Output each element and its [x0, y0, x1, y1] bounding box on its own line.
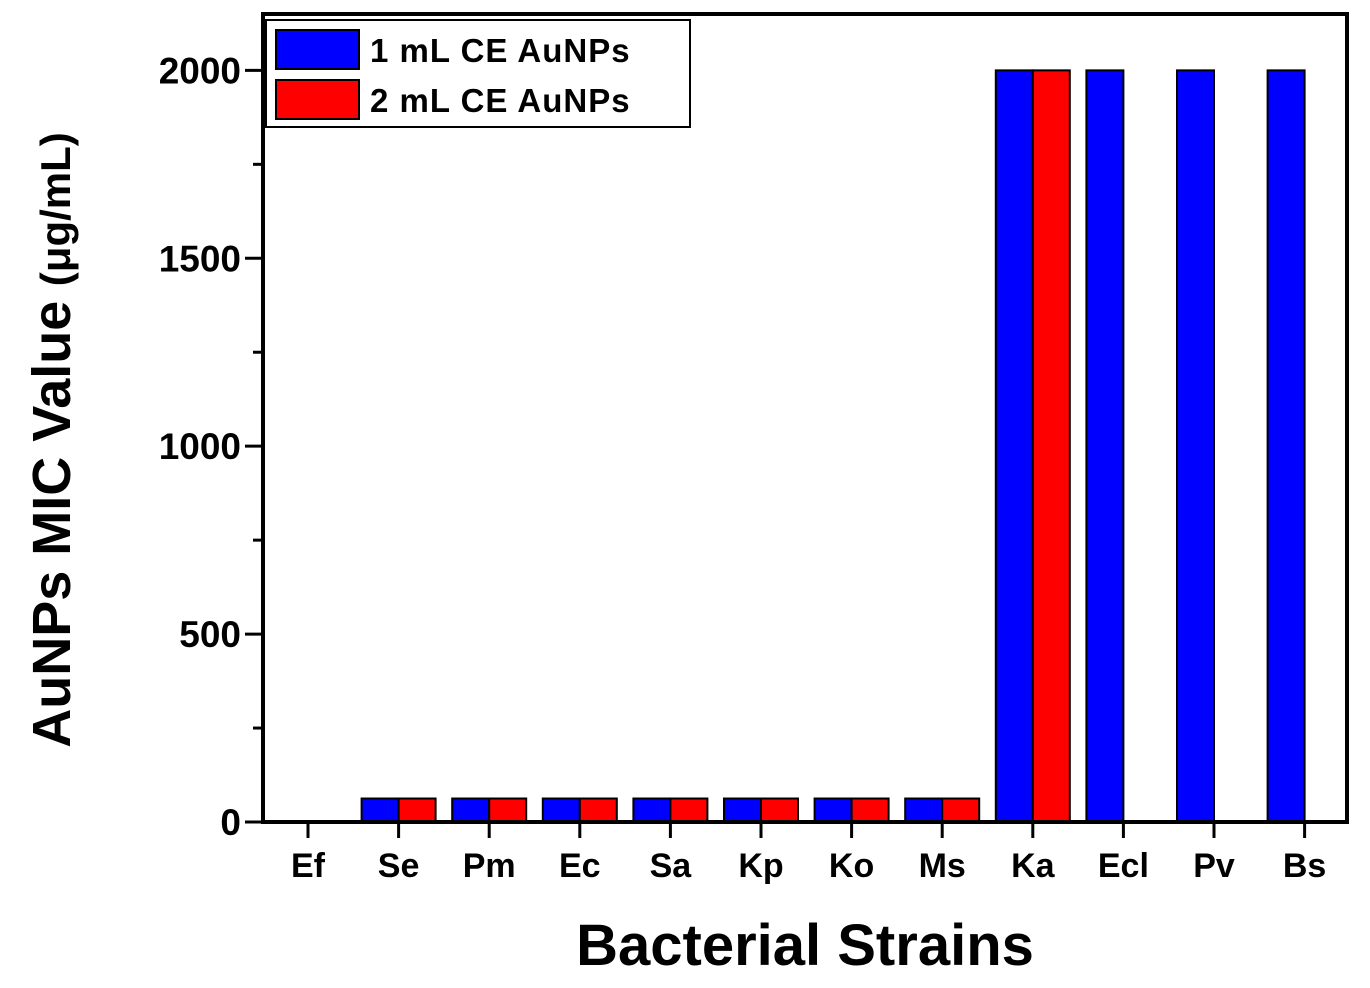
y-tick-label: 0: [220, 802, 241, 843]
bar-ec-series-1: [541, 797, 581, 824]
bar-ko-series-1: [813, 797, 853, 824]
y-tick-label: 1500: [159, 238, 241, 279]
y-axis-title-unit: (μg/mL): [32, 132, 79, 286]
bar-se-series-1: [360, 797, 400, 824]
x-tick-label-sa: Sa: [650, 847, 693, 885]
legend-label-series-1: 1 mL CE AuNPs: [370, 32, 631, 69]
x-tick-label-kp: Kp: [738, 847, 783, 885]
x-tick-label-pv: Pv: [1193, 847, 1235, 885]
y-axis-title-main: AuNPs MIC Value: [22, 301, 82, 748]
bar-ms-series-1: [904, 797, 944, 824]
y-axis: 0 500 1000 1500 2000: [159, 50, 263, 843]
bar-sa-series-2: [669, 797, 709, 824]
x-tick-label-ko: Ko: [829, 847, 874, 885]
plot-frame: [261, 12, 1349, 824]
x-tick-label-ka: Ka: [1011, 847, 1056, 885]
bar-ka-series-1: [994, 69, 1034, 824]
x-tick-label-pm: Pm: [463, 847, 516, 885]
x-tick-label-se: Se: [378, 847, 420, 885]
x-axis: Ef Se Pm Ec Sa Kp Ko Ms Ka Ecl Pv Bs: [291, 822, 1326, 885]
legend-swatch-series-2: [275, 79, 360, 120]
bar-ecl-series-1: [1085, 69, 1125, 824]
bar-kp-series-2: [760, 797, 799, 824]
bars-layer: [360, 69, 1306, 824]
legend-swatch-series-1: [275, 29, 360, 70]
bar-sa-series-1: [632, 797, 672, 824]
bar-se-series-2: [397, 797, 437, 824]
bar-ms-series-2: [941, 797, 981, 824]
legend: 1 mL CE AuNPs 2 mL CE AuNPs: [265, 19, 691, 128]
x-axis-title: Bacterial Strains: [576, 913, 1034, 978]
y-tick-label: 2000: [159, 50, 241, 91]
bar-ko-series-2: [850, 797, 890, 824]
y-axis-title: AuNPs MIC Value (μg/mL): [22, 132, 82, 748]
y-tick-label: 1000: [159, 426, 241, 467]
x-tick-label-ecl: Ecl: [1098, 847, 1149, 885]
bar-bs-series-1: [1266, 69, 1306, 824]
bar-ka-series-2: [1031, 69, 1071, 824]
x-tick-label-bs: Bs: [1283, 847, 1326, 885]
bar-pm-series-2: [488, 797, 528, 824]
x-tick-label-ef: Ef: [291, 847, 326, 885]
bar-pm-series-1: [451, 797, 491, 824]
x-tick-label-ec: Ec: [559, 847, 601, 885]
bar-pv-series-1: [1176, 69, 1215, 824]
y-tick-label: 500: [179, 614, 241, 655]
legend-label-series-2: 2 mL CE AuNPs: [370, 82, 631, 119]
bar-kp-series-1: [723, 797, 762, 824]
x-tick-label-ms: Ms: [919, 847, 966, 885]
bar-ec-series-2: [578, 797, 618, 824]
